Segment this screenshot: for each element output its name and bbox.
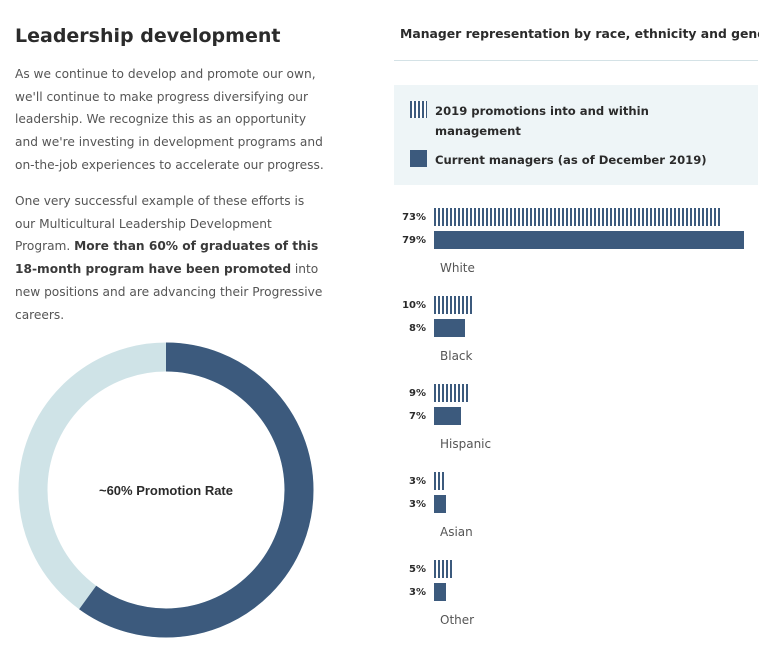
intro-paragraph: As we continue to develop and promote ou… — [15, 67, 324, 172]
chart-legend: 2019 promotions into and within manageme… — [394, 85, 758, 185]
promotion-bar — [434, 384, 469, 402]
section-title: Leadership development — [15, 25, 281, 47]
bar-group-other: 5% 3% Other — [394, 560, 759, 640]
current-bar — [434, 495, 446, 513]
current-value-label: 79% — [402, 235, 426, 246]
promotion-bar — [434, 208, 720, 226]
promotion-value-label: 5% — [409, 564, 426, 575]
promotion-rate-donut: ~60% Promotion Rate — [18, 342, 314, 638]
category-label: Black — [440, 349, 473, 363]
promotion-value-label: 10% — [402, 300, 426, 311]
current-value-label: 3% — [409, 499, 426, 510]
donut-fill — [18, 342, 314, 638]
promotion-bar — [434, 560, 454, 578]
current-bar — [434, 231, 744, 249]
title-divider — [394, 60, 758, 61]
current-value-label: 3% — [409, 587, 426, 598]
bar-group-black: 10% 8% Black — [394, 296, 759, 376]
current-value-label: 8% — [409, 323, 426, 334]
legend-label-promotions: 2019 promotions into and within manageme… — [435, 104, 649, 138]
promotion-bar — [434, 472, 446, 490]
current-value-label: 7% — [409, 411, 426, 422]
program-tail-text: into new positions and are advancing the… — [15, 262, 323, 322]
legend-item-current: Current managers (as of December 2019) — [410, 150, 735, 170]
category-label: White — [440, 261, 475, 275]
hatched-swatch-icon — [410, 101, 427, 118]
promotion-value-label: 3% — [409, 476, 426, 487]
donut-center-label: ~60% Promotion Rate — [99, 483, 233, 498]
category-label: Other — [440, 613, 475, 627]
promotion-value-label: 9% — [409, 388, 426, 399]
chart-title: Manager representation by race, ethnicit… — [400, 26, 759, 41]
current-bar — [434, 583, 446, 601]
category-label: Hispanic — [440, 437, 492, 451]
legend-label-current: Current managers (as of December 2019) — [435, 153, 707, 167]
current-bar — [434, 407, 461, 425]
promotion-value-label: 73% — [402, 212, 426, 223]
bar-group-hispanic: 9% 7% Hispanic — [394, 384, 759, 464]
program-highlight-text: More than 60% of graduates of this 18-mo… — [15, 239, 319, 277]
program-lead-text: One very successful example of these eff… — [15, 194, 305, 254]
current-bar — [434, 319, 465, 337]
bar-group-asian: 3% 3% Asian — [394, 472, 759, 552]
category-label: Asian — [440, 525, 473, 539]
promotion-bar — [434, 296, 473, 314]
program-paragraph: One very successful example of these eff… — [15, 190, 325, 326]
legend-item-promotions: 2019 promotions into and within manageme… — [410, 101, 735, 141]
solid-swatch-icon — [410, 150, 427, 167]
bar-group-white: 73% 79% White — [394, 208, 759, 288]
